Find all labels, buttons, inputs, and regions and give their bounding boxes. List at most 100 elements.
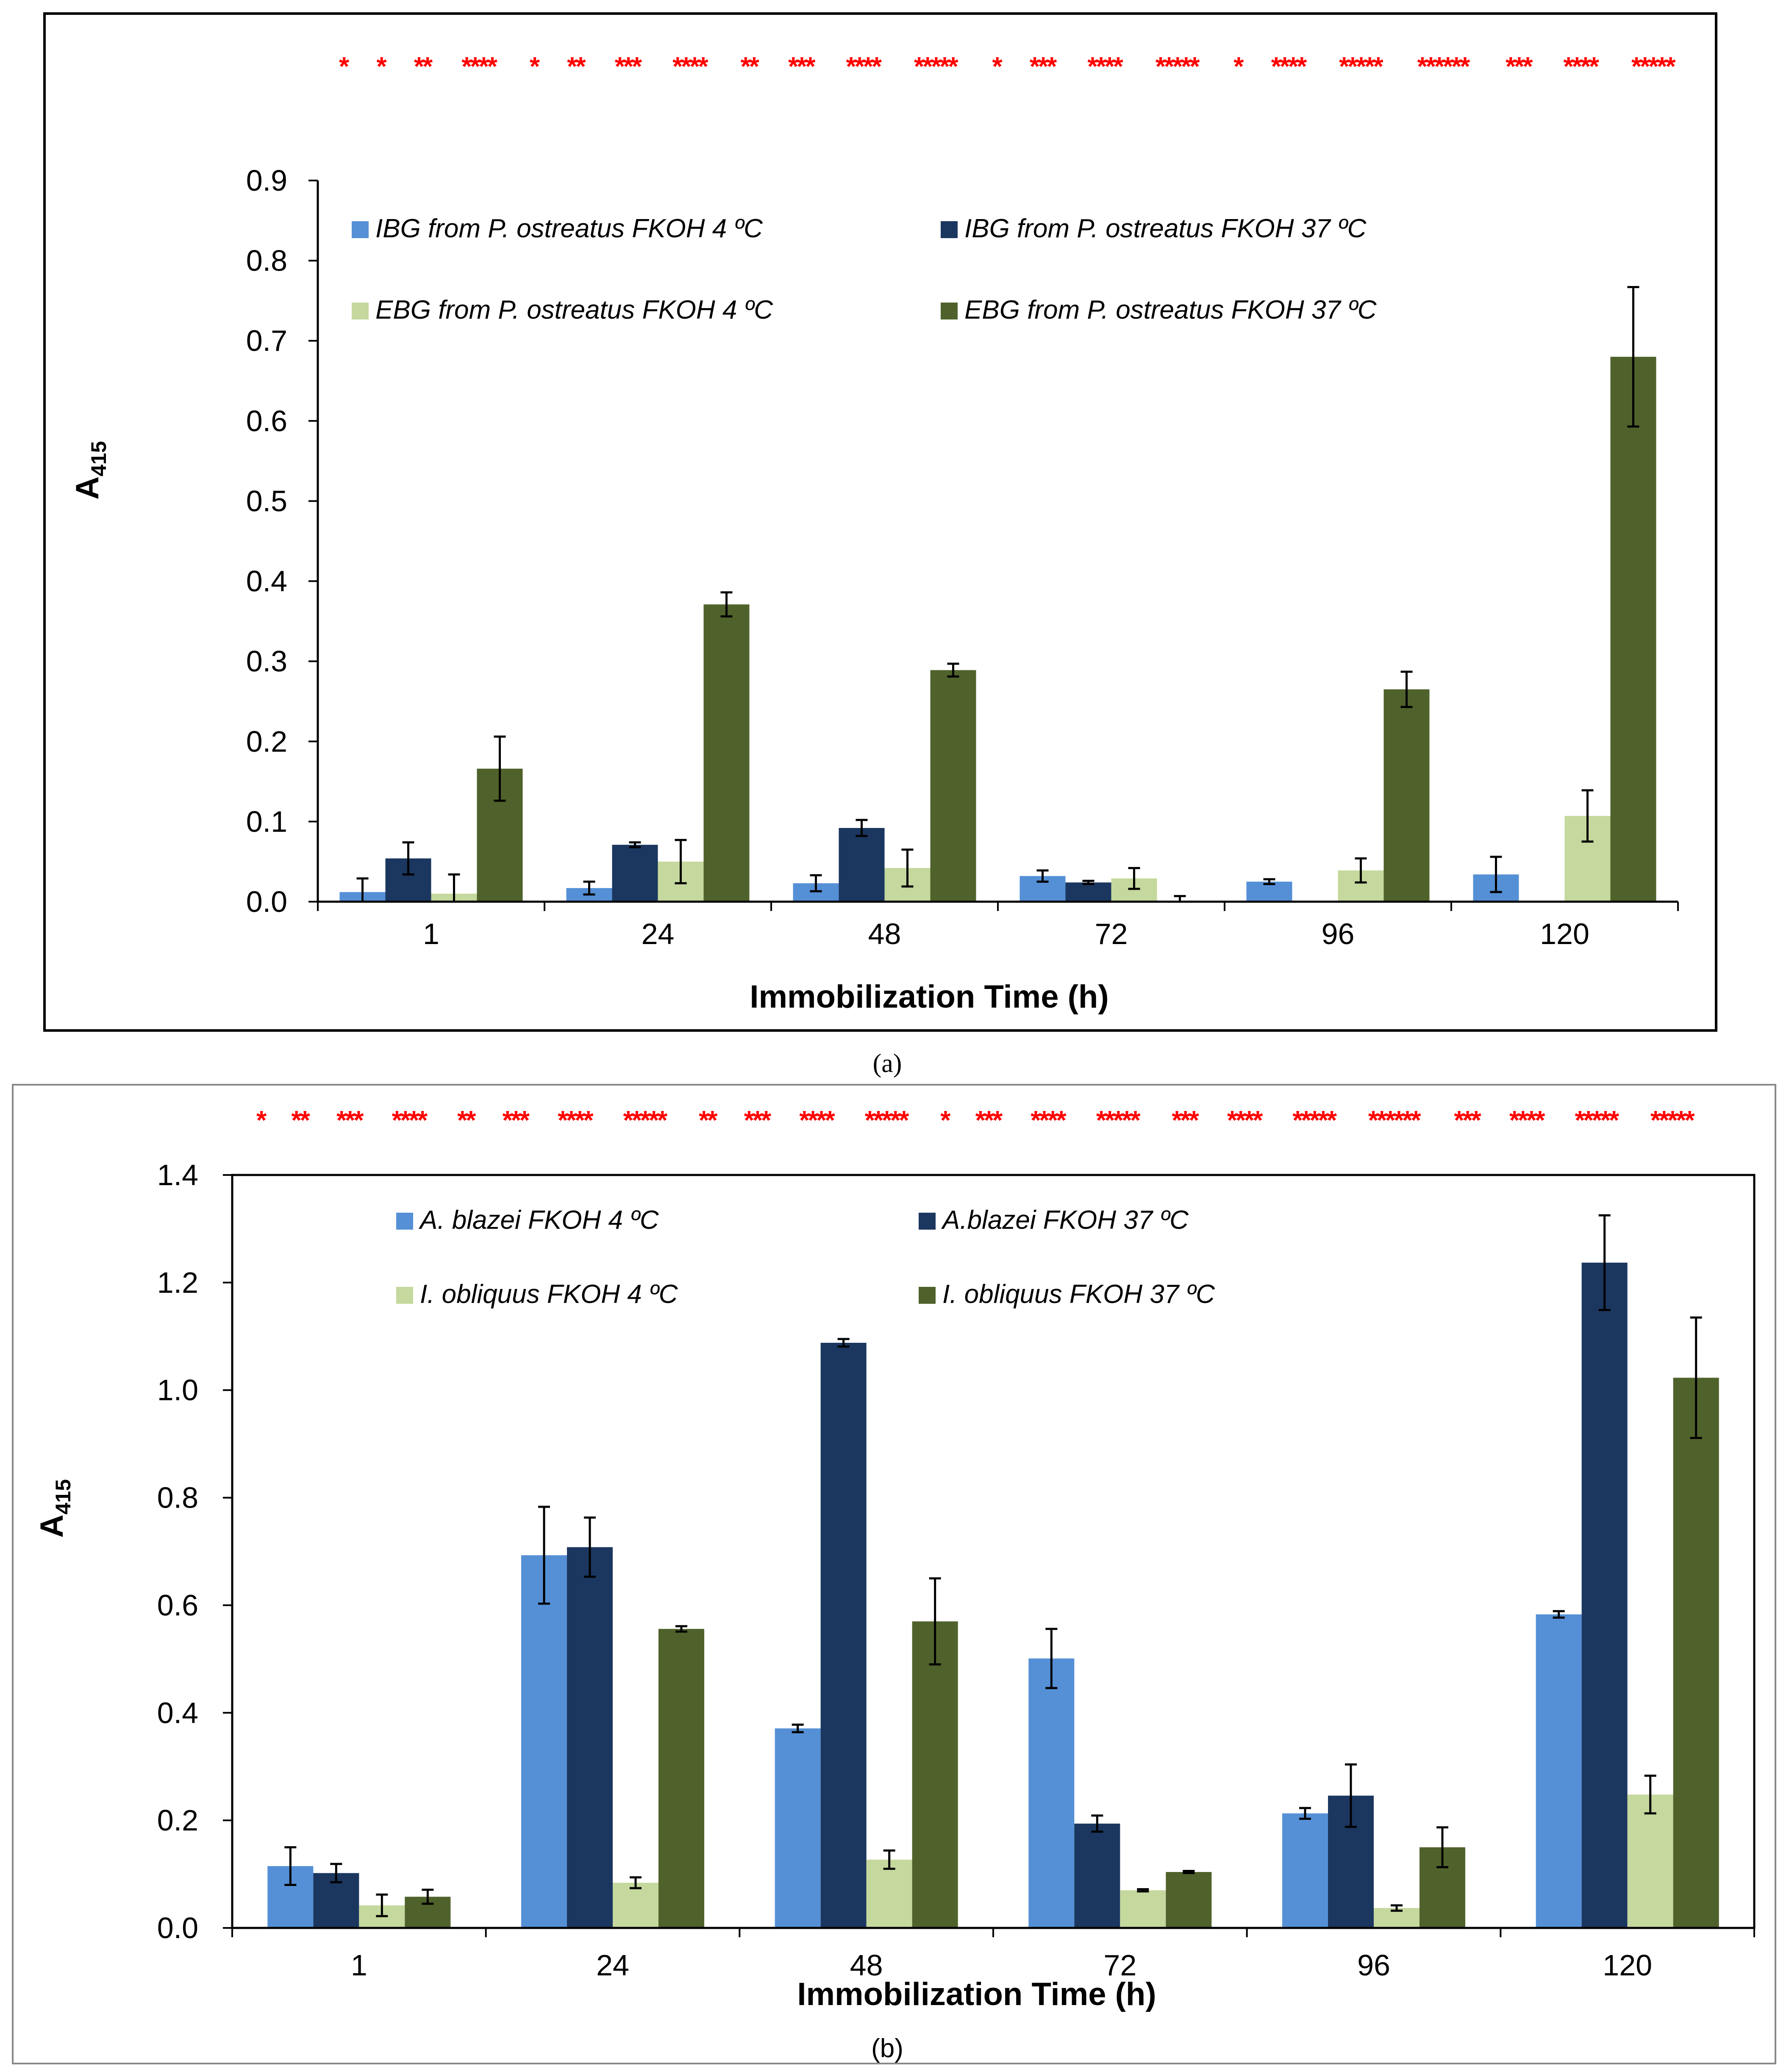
legend-label: A.blazei FKOH 37 ºC: [941, 1205, 1189, 1235]
error-bar-a-series1-cat-72: [1036, 869, 1049, 883]
bar-b-series2-cat-48: [820, 1343, 867, 1928]
significance-marker: *****: [914, 52, 959, 81]
y-tick-label: 0.2: [246, 725, 287, 758]
legend-swatch: [941, 303, 958, 319]
panel-b-y-axis-title: A415: [34, 1479, 75, 1538]
significance-marker: *****: [1339, 52, 1384, 81]
legend-entry-b-2: A.blazei FKOH 37 ºC: [919, 1205, 1189, 1235]
bar-b-series1-cat-48: [775, 1728, 821, 1928]
x-tick-label: 48: [868, 917, 901, 950]
error-bar-b-series4-cat-96: [1436, 1826, 1448, 1869]
bar-b-series4-cat-48: [912, 1621, 958, 1928]
panel-a-x-axis-title: Immobilization Time (h): [750, 979, 1108, 1015]
error-bar-b-series2-cat-48: [837, 1338, 850, 1348]
bar-b-series2-cat-120: [1581, 1262, 1628, 1928]
legend-swatch: [919, 1287, 936, 1304]
error-bar-b-series1-cat-120: [1553, 1610, 1565, 1619]
significance-marker: **: [457, 1106, 476, 1135]
panel-b-y-axis-title-main: A: [34, 1514, 70, 1538]
panel-a-caption: (a): [873, 1049, 902, 1078]
bar-b-series3-cat-48: [866, 1859, 912, 1928]
bar-b-series1-cat-120: [1536, 1614, 1582, 1928]
significance-marker: **: [741, 52, 760, 81]
significance-marker: *****: [1096, 1106, 1141, 1135]
error-bar-a-series3-cat-24: [675, 839, 687, 885]
significance-marker: ****: [558, 1106, 594, 1135]
significance-marker: ****: [672, 52, 708, 81]
significance-marker: ****: [846, 52, 882, 81]
bar-a-series2-cat-24: [612, 844, 658, 902]
legend-label: EBG from P. ostreatus FKOH 37 ºC: [964, 295, 1377, 325]
significance-marker: ***: [615, 52, 642, 81]
significance-marker: **: [567, 52, 586, 81]
panel-b-frame: [12, 1084, 1776, 2064]
significance-marker: *****: [1292, 1106, 1337, 1135]
error-bar-b-series3-cat-48: [883, 1849, 895, 1870]
legend-swatch: [352, 303, 369, 319]
y-tick-label: 1.4: [157, 1158, 198, 1192]
y-tick-label: 0.0: [157, 1911, 198, 1944]
significance-marker: ***: [1172, 1106, 1199, 1135]
significance-marker: ****: [1509, 1106, 1545, 1135]
y-tick-label: 0.9: [246, 164, 287, 197]
significance-marker: *****: [1650, 1106, 1695, 1135]
panel-a-axes: 0.0 0.1 0.2 0.3 0.4 0.5 0.6 0.7 0.8 0.9 1 24 48 72 96 1…: [246, 164, 1679, 950]
x-tick-label: 96: [1322, 917, 1355, 950]
error-bar-a-series4-cat-24: [720, 591, 733, 618]
error-bar-a-series4-cat-96: [1400, 670, 1413, 708]
y-tick-label: 0.4: [246, 565, 287, 598]
y-tick-label: 0.8: [157, 1481, 198, 1514]
bar-b-series1-cat-72: [1028, 1658, 1075, 1928]
significance-marker: *****: [1156, 52, 1200, 81]
legend-label: I. obliquus FKOH 4 ºC: [420, 1280, 678, 1309]
legend-swatch: [396, 1287, 413, 1304]
x-tick-label: 120: [1540, 917, 1589, 950]
error-bar-a-series2-cat-72: [1082, 880, 1095, 885]
significance-marker: *****: [865, 1106, 910, 1135]
panel-a-significance-markers: * * ** **** * ** *** **** ** *** **** ***** * *** ****…: [339, 52, 1678, 81]
x-tick-label: 1: [423, 917, 439, 950]
panel-a: * * ** **** * ** *** **** ** *** **** ***** * *** ****…: [43, 12, 1717, 1078]
error-bar-b-series3-cat-24: [630, 1876, 642, 1889]
bar-b-series4-cat-72: [1166, 1872, 1212, 1928]
error-bar-b-series2-cat-120: [1598, 1214, 1611, 1311]
error-bar-b-series1-cat-1: [284, 1846, 297, 1886]
error-bar-b-series1-cat-96: [1299, 1807, 1311, 1820]
legend-entry-b-4: I. obliquus FKOH 37 ºC: [919, 1280, 1215, 1309]
x-tick-label: 96: [1357, 1949, 1390, 1982]
y-tick-label: 0.6: [246, 404, 287, 437]
significance-marker: *****: [623, 1106, 668, 1135]
bar-b-series4-cat-24: [658, 1629, 704, 1928]
bar-b-series2-cat-24: [567, 1547, 613, 1928]
error-bar-a-series2-cat-1: [402, 841, 414, 876]
y-tick-label: 0.5: [246, 484, 287, 517]
significance-marker: **: [414, 52, 433, 81]
legend-label: I. obliquus FKOH 37 ºC: [942, 1280, 1215, 1309]
error-bar-b-series2-cat-1: [330, 1863, 342, 1883]
error-bar-a-series3-cat-48: [901, 848, 914, 888]
y-tick-label: 0.4: [157, 1696, 198, 1729]
error-bar-a-series1-cat-24: [583, 880, 595, 896]
x-tick-label: 48: [850, 1949, 883, 1982]
error-bar-a-series3-cat-72: [1128, 867, 1140, 890]
significance-marker: **: [699, 1106, 718, 1135]
legend-entry-a-2: IBG from P. ostreatus FKOH 37 ºC: [941, 214, 1367, 243]
error-bar-a-series3-cat-96: [1355, 857, 1367, 884]
y-tick-label: 1.0: [157, 1374, 198, 1407]
error-bar-a-series4-cat-48: [947, 662, 959, 678]
significance-marker: ****: [799, 1106, 835, 1135]
significance-marker: ****: [1271, 52, 1307, 81]
error-bar-b-series4-cat-24: [675, 1625, 687, 1633]
significance-marker: *****: [1631, 52, 1676, 81]
error-bar-b-series2-cat-72: [1091, 1814, 1103, 1833]
bar-a-series4-cat-96: [1383, 689, 1430, 902]
error-bar-a-series1-cat-120: [1490, 855, 1502, 893]
bar-a-series2-cat-72: [1065, 882, 1111, 902]
error-bar-b-series3-cat-1: [376, 1893, 388, 1917]
significance-marker: ******: [1417, 52, 1471, 81]
legend-swatch: [919, 1213, 936, 1230]
bar-a-series2-cat-48: [839, 828, 885, 902]
y-tick-label: 0.8: [246, 244, 287, 277]
legend-label: IBG from P. ostreatus FKOH 37 ºC: [964, 214, 1367, 243]
